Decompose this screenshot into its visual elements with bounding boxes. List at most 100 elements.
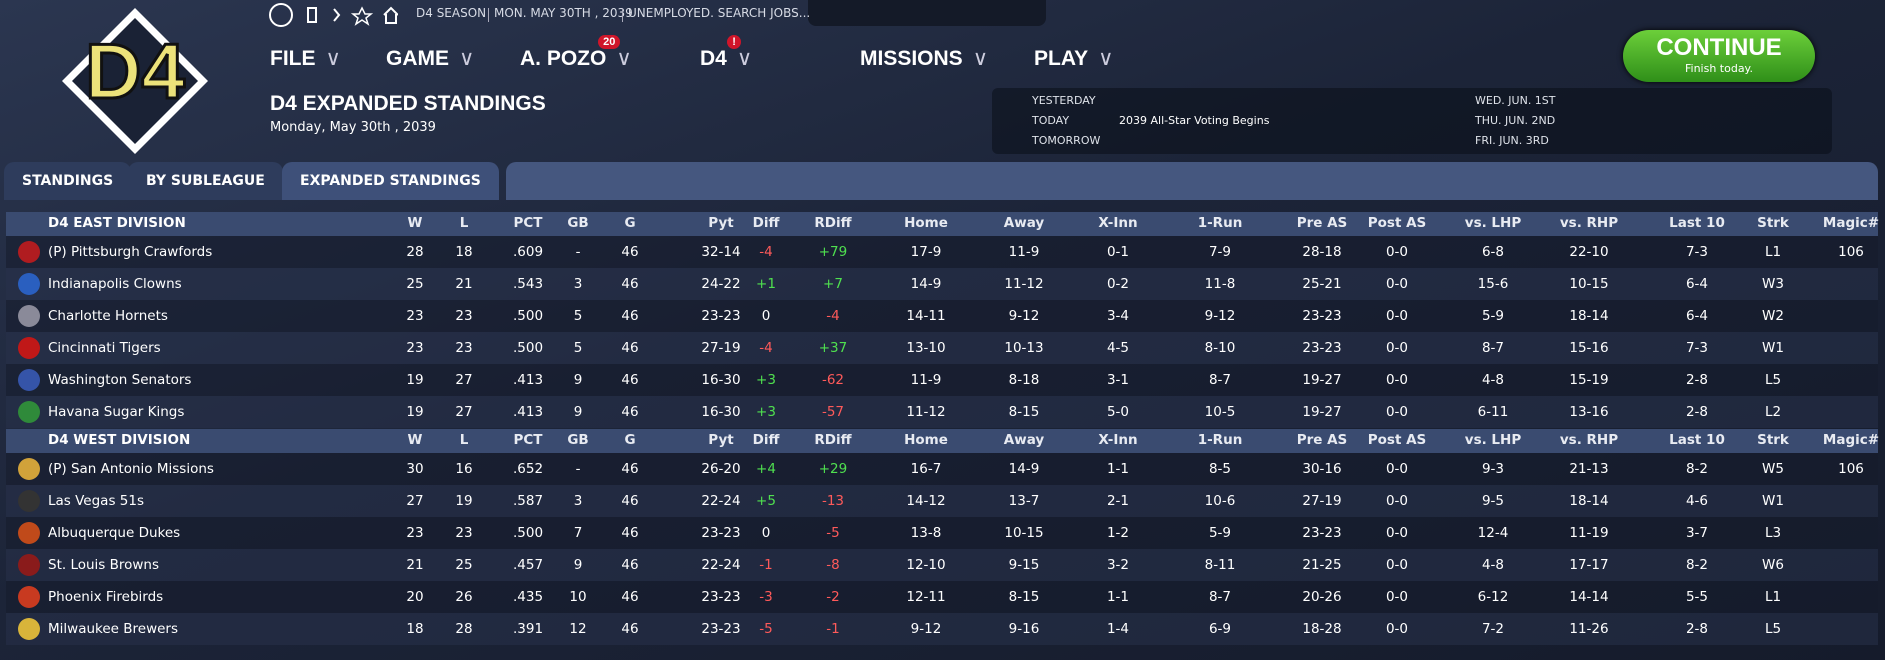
schedule-upcoming: FRI. JUN. 3RD: [1475, 134, 1549, 147]
stat-cell: +37: [818, 340, 848, 356]
column-header: RDiff: [814, 215, 852, 231]
stat-cell: -8: [826, 557, 840, 573]
team-row[interactable]: Charlotte Hornets 23 23 .500 5 46 23-23 0 -4 14-1…: [6, 300, 1878, 332]
logo-text: D4: [85, 27, 185, 115]
search-box[interactable]: [808, 0, 1046, 26]
team-row[interactable]: Milwaukee Brewers 18 28 .391 12 46 23-23 -5 -1 9-…: [6, 613, 1878, 645]
team-row[interactable]: Cincinnati Tigers 23 23 .500 5 46 27-19 -4 +37 13…: [6, 332, 1878, 364]
stat-cell: 46: [621, 557, 639, 573]
stat-cell: 6-8: [1481, 244, 1505, 260]
stat-cell: 27-19: [701, 340, 741, 356]
column-header: Post AS: [1367, 215, 1427, 231]
stat-cell: W5: [1762, 461, 1784, 477]
menu-chevron: ∨: [736, 47, 753, 70]
stat-cell: 20: [406, 589, 424, 605]
team-row[interactable]: Phoenix Firebirds 20 26 .435 10 46 23-23 -3 -2 12…: [6, 581, 1878, 613]
stat-cell: 23-23: [1302, 525, 1342, 541]
stat-cell: 17-17: [1569, 557, 1609, 573]
team-row[interactable]: (P) San Antonio Missions 30 16 .652 - 46 26-20…: [6, 453, 1878, 485]
stat-cell: 0-0: [1385, 461, 1409, 477]
tab[interactable]: STANDINGS: [4, 162, 132, 200]
column-header: vs. RHP: [1559, 432, 1619, 448]
menu-item[interactable]: A. POZO 20 ∨: [520, 35, 632, 71]
schedule-day: TOMORROW: [1032, 134, 1101, 147]
stat-cell: 3-1: [1106, 372, 1130, 388]
column-header: GB: [567, 432, 589, 448]
tab[interactable]: BY SUBLEAGUE: [128, 162, 283, 200]
column-header: Strk: [1757, 432, 1789, 448]
stat-cell: .435: [512, 589, 544, 605]
stat-cell: 13-7: [1008, 493, 1040, 509]
menu-item[interactable]: PLAY ∨: [1034, 46, 1113, 71]
stat-cell: 8-7: [1481, 340, 1505, 356]
stat-cell: 23-23: [1302, 308, 1342, 324]
stat-cell: -4: [826, 308, 840, 324]
schedule-upcoming: WED. JUN. 1ST: [1475, 94, 1556, 107]
column-header: Away: [1003, 215, 1045, 231]
team-row[interactable]: Havana Sugar Kings 19 27 .413 9 46 16-30 +3 -57 1…: [6, 396, 1878, 428]
stat-cell: 10-13: [1004, 340, 1044, 356]
stat-cell: .652: [512, 461, 544, 477]
team-icon: [18, 337, 40, 359]
stat-cell: 19: [406, 372, 424, 388]
stat-cell: 19-27: [1302, 372, 1342, 388]
team-row[interactable]: Washington Senators 19 27 .413 9 46 16-30 +3 -62…: [6, 364, 1878, 396]
stat-cell: 12-4: [1477, 525, 1509, 541]
stat-cell: 3: [573, 493, 583, 509]
stat-cell: 18-14: [1569, 493, 1609, 509]
stat-cell: 32-14: [701, 244, 741, 260]
stat-cell: .500: [512, 525, 544, 541]
stat-cell: -: [575, 244, 581, 260]
stat-cell: L5: [1764, 621, 1782, 637]
stat-cell: 46: [621, 404, 639, 420]
stat-cell: 18-14: [1569, 308, 1609, 324]
column-header: PCT: [513, 215, 543, 231]
stat-cell: .391: [512, 621, 544, 637]
stat-cell: 23: [455, 340, 473, 356]
stat-cell: W1: [1762, 340, 1784, 356]
toolbar-text: D4 SEASON: [416, 6, 487, 20]
column-header: Magic#: [1822, 215, 1880, 231]
stat-cell: 14-14: [1569, 589, 1609, 605]
stat-cell: +79: [818, 244, 848, 260]
team-row[interactable]: Albuquerque Dukes 23 23 .500 7 46 23-23 0 -5 13-8…: [6, 517, 1878, 549]
team-row[interactable]: Las Vegas 51s 27 19 .587 3 46 22-24 +5 -13 14-12 1…: [6, 485, 1878, 517]
column-header: Pre AS: [1296, 215, 1348, 231]
stat-cell: 14-9: [910, 276, 942, 292]
column-header: GB: [567, 215, 589, 231]
menu-chevron: ∨: [325, 47, 341, 70]
team-row[interactable]: Indianapolis Clowns 25 21 .543 3 46 24-22 +1 +7 1…: [6, 268, 1878, 300]
menu-item[interactable]: D4! ∨: [700, 35, 753, 71]
stat-cell: L3: [1764, 525, 1782, 541]
stat-cell: W2: [1762, 308, 1784, 324]
stat-cell: 3: [573, 276, 583, 292]
stat-cell: -5: [826, 525, 840, 541]
team-row[interactable]: (P) Pittsburgh Crawfords 28 18 .609 - 46 32-14…: [6, 236, 1878, 268]
stat-cell: .457: [512, 557, 544, 573]
menu-item[interactable]: FILE ∨: [270, 46, 341, 71]
continue-button[interactable]: CONTINUE Finish today.: [1623, 30, 1815, 82]
team-icon: [18, 522, 40, 544]
stat-cell: 24-22: [701, 276, 741, 292]
toolbar-sep: [622, 8, 623, 22]
column-header: RDiff: [814, 432, 852, 448]
stat-cell: 9-12: [910, 621, 942, 637]
logo[interactable]: D4: [60, 6, 210, 156]
team-name: (P) San Antonio Missions: [48, 461, 214, 477]
stat-cell: 15-19: [1569, 372, 1609, 388]
stat-cell: -4: [759, 244, 773, 260]
stat-cell: 2-8: [1685, 404, 1709, 420]
menu-item[interactable]: MISSIONS ∨: [860, 46, 988, 71]
nav-buttons[interactable]: [268, 2, 399, 28]
tab[interactable]: EXPANDED STANDINGS: [282, 162, 499, 200]
stat-cell: 5: [573, 308, 583, 324]
menu-label: FILE: [270, 47, 316, 70]
stat-cell: 18: [455, 244, 473, 260]
stat-cell: 14-11: [906, 308, 946, 324]
stat-cell: 4-5: [1106, 340, 1130, 356]
menu-item[interactable]: GAME ∨: [386, 46, 474, 71]
stat-cell: .587: [512, 493, 544, 509]
stat-cell: 8-2: [1685, 557, 1709, 573]
stat-cell: 0-0: [1385, 308, 1409, 324]
team-row[interactable]: St. Louis Browns 21 25 .457 9 46 22-24 -1 -8 12-1…: [6, 549, 1878, 581]
